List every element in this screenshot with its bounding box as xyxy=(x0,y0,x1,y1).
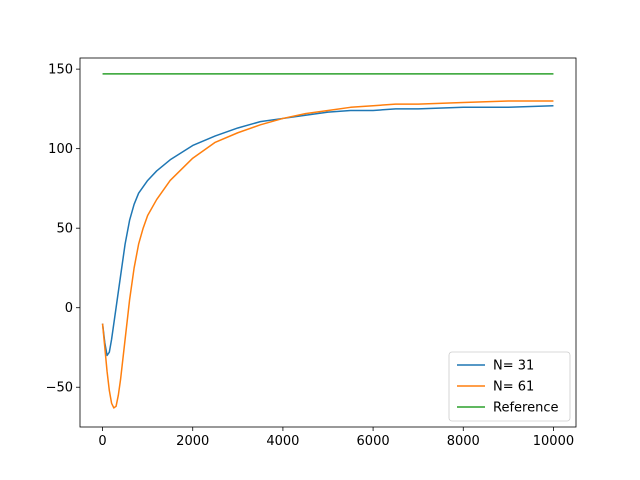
x-tick-label: 2000 xyxy=(176,434,209,449)
series-line-1 xyxy=(101,100,554,409)
x-tick-label: 4000 xyxy=(266,434,299,449)
y-tick-label: 100 xyxy=(48,142,73,157)
x-tick-label: 0 xyxy=(98,434,106,449)
y-tick-label: 0 xyxy=(65,301,73,316)
y-axis: −50 0 50 100 150 xyxy=(46,63,80,396)
legend-label: N= 61 xyxy=(493,380,534,395)
legend-label: Reference xyxy=(493,401,558,416)
series-layer xyxy=(101,73,554,409)
legend: N= 31 N= 61 Reference xyxy=(448,351,571,422)
legend-label: N= 31 xyxy=(493,359,534,374)
legend-box xyxy=(448,351,571,422)
x-tick-label: 10000 xyxy=(533,434,574,449)
y-tick-label: −50 xyxy=(46,381,73,396)
y-tick-label: 150 xyxy=(48,63,73,78)
series-line-0 xyxy=(101,104,554,357)
axes-frame xyxy=(79,57,577,428)
x-tick-label: 8000 xyxy=(447,434,480,449)
x-tick-label: 6000 xyxy=(357,434,390,449)
y-tick-label: 50 xyxy=(56,222,73,237)
x-axis: 0 2000 4000 6000 8000 10000 xyxy=(98,427,574,449)
